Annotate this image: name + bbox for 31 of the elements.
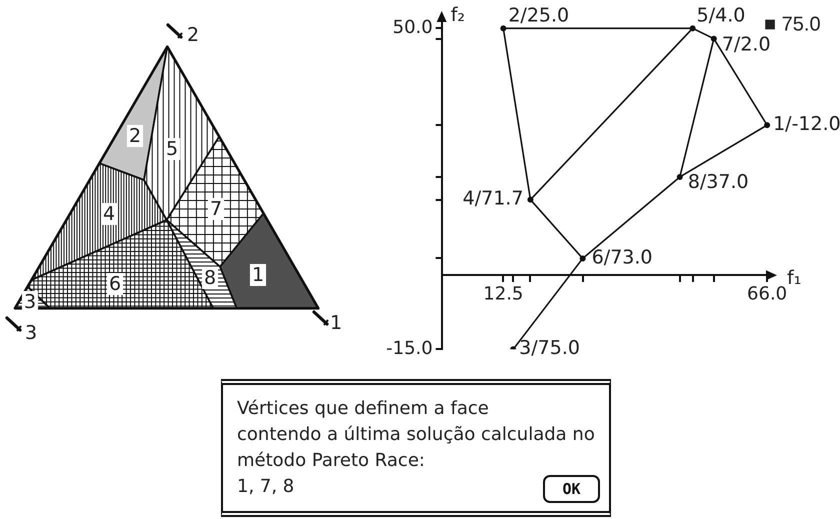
- text: 1, 7, 8: [237, 475, 294, 499]
- text: 1: [252, 264, 264, 286]
- data-label: 3/75.0: [519, 337, 580, 360]
- x-axis-title: f₁: [787, 267, 802, 290]
- text: 3: [24, 291, 36, 313]
- data-label: 6/73.0: [592, 246, 652, 268]
- text: 3: [24, 322, 38, 344]
- data-label: 7/2.0: [722, 34, 771, 56]
- data-label: 1/-12.0: [773, 113, 840, 136]
- text: 1: [330, 312, 342, 334]
- text: 4: [102, 203, 116, 225]
- text: 6: [108, 273, 122, 295]
- x-tick-label: 12.5: [483, 284, 524, 305]
- data-label: 5/4.0: [696, 4, 746, 26]
- annotation: ■ 75.0: [764, 14, 821, 36]
- text: Vértices que definem a face: [237, 397, 489, 421]
- text: 2: [128, 125, 142, 147]
- y-axis-title: f₂: [450, 4, 466, 26]
- text: 2: [186, 24, 200, 46]
- text: 5: [166, 138, 178, 160]
- text: contendo a última solução calculada no: [237, 423, 595, 447]
- button: OK: [543, 475, 600, 503]
- data-label: 4/71.7: [462, 188, 524, 210]
- data-label: 2/25.0: [508, 4, 570, 26]
- y-tick-label: -15.0: [386, 338, 433, 359]
- data-label: 8/37.0: [688, 170, 749, 193]
- y-tick-label: 50.0: [392, 17, 433, 38]
- x-tick-label: 66.0: [747, 284, 788, 305]
- text: método Pareto Race:: [237, 449, 425, 473]
- text: 8: [204, 267, 216, 289]
- text: 7: [210, 198, 222, 220]
